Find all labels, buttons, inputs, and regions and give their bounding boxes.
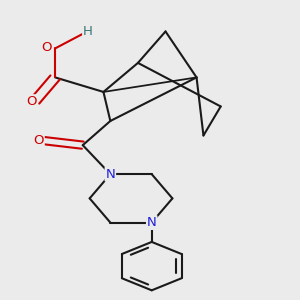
Text: O: O xyxy=(41,41,52,54)
Text: O: O xyxy=(26,95,36,108)
Text: H: H xyxy=(83,25,93,38)
Text: N: N xyxy=(147,216,157,229)
Text: N: N xyxy=(106,168,115,181)
Text: O: O xyxy=(33,134,44,147)
